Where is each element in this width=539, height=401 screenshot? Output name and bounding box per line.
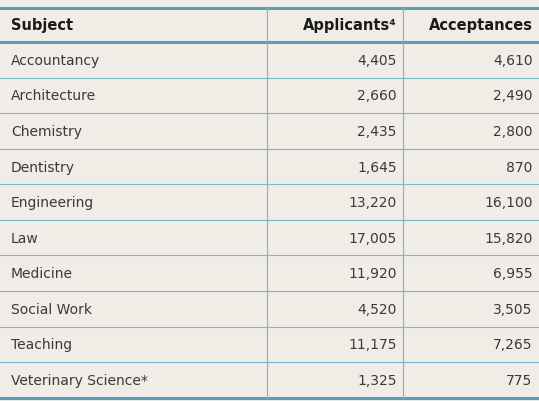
Text: 3,505: 3,505	[493, 302, 533, 316]
Text: 2,800: 2,800	[493, 125, 533, 139]
Text: Architecture: Architecture	[11, 89, 96, 103]
Text: 13,220: 13,220	[348, 196, 397, 210]
Text: Accountancy: Accountancy	[11, 54, 100, 68]
Text: 11,920: 11,920	[348, 267, 397, 281]
Text: 775: 775	[506, 373, 533, 387]
Text: 2,660: 2,660	[357, 89, 397, 103]
Text: Dentistry: Dentistry	[11, 160, 75, 174]
Text: Medicine: Medicine	[11, 267, 73, 281]
Text: 2,490: 2,490	[493, 89, 533, 103]
Text: 16,100: 16,100	[484, 196, 533, 210]
Text: 4,405: 4,405	[357, 54, 397, 68]
Text: 4,610: 4,610	[493, 54, 533, 68]
Text: Engineering: Engineering	[11, 196, 94, 210]
Text: Chemistry: Chemistry	[11, 125, 82, 139]
Text: 15,820: 15,820	[484, 231, 533, 245]
Text: 17,005: 17,005	[348, 231, 397, 245]
Text: Teaching: Teaching	[11, 338, 72, 352]
Text: 1,645: 1,645	[357, 160, 397, 174]
Text: Applicants⁴: Applicants⁴	[303, 18, 397, 33]
Text: 2,435: 2,435	[357, 125, 397, 139]
Text: 6,955: 6,955	[493, 267, 533, 281]
Text: Social Work: Social Work	[11, 302, 92, 316]
Text: Law: Law	[11, 231, 38, 245]
Text: 1,325: 1,325	[357, 373, 397, 387]
Text: Veterinary Science*: Veterinary Science*	[11, 373, 148, 387]
Text: 11,175: 11,175	[348, 338, 397, 352]
Text: Acceptances: Acceptances	[429, 18, 533, 33]
Text: 7,265: 7,265	[493, 338, 533, 352]
Text: 870: 870	[506, 160, 533, 174]
Text: 4,520: 4,520	[357, 302, 397, 316]
Text: Subject: Subject	[11, 18, 73, 33]
